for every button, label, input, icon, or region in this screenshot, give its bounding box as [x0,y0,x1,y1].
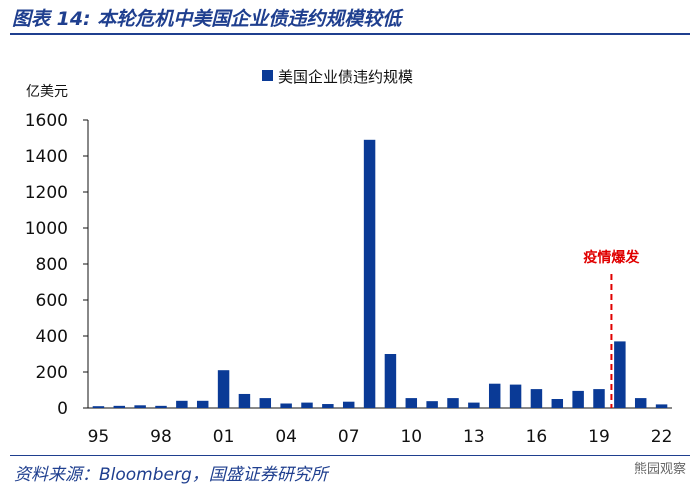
x-tick-label: 07 [338,427,360,447]
bar-00 [196,400,209,408]
y-tick-label: 1000 [25,219,68,239]
y-tick-label: 1400 [25,147,68,167]
bar-02 [238,393,251,408]
x-tick-label: 04 [275,427,297,447]
figure-title: 图表 14: 本轮危机中美国企业债违约规模较低 [12,8,402,30]
x-tick-label: 95 [88,427,110,447]
y-tick-label: 0 [57,399,68,419]
bar-11 [426,401,438,408]
bar-14 [488,383,501,408]
bar-22 [655,404,668,408]
bar-97 [134,405,146,408]
legend-label: 美国企业债违约规模 [278,68,413,86]
title-rule [10,33,690,35]
x-tick-label: 98 [150,427,172,447]
bar-04 [280,403,292,408]
bar-chart: 0 200 400 600 800 1000 1200 1400 1600 95 98 01 04 07… [25,68,673,447]
x-tick-label: 16 [526,427,548,447]
bar-95 [92,406,105,408]
bar-01 [217,370,230,408]
bar-09 [384,354,397,408]
bar-10 [405,398,418,408]
watermark: 熊园观察 [633,462,686,477]
bar-12 [447,398,459,408]
source-note: 资料来源：Bloomberg，国盛证券研究所 [14,465,328,485]
bar-98 [155,405,167,408]
x-tick-label: 22 [651,427,673,447]
x-tick-label: 19 [588,427,610,447]
y-tick-label: 200 [36,363,68,383]
x-tick-label: 13 [463,427,485,447]
legend-swatch [262,70,273,81]
bar-07 [342,401,355,408]
bar-16 [530,389,543,408]
bar-18 [572,390,584,408]
y-unit-label: 亿美元 [26,84,68,100]
bar-19 [593,389,605,408]
y-tick-label: 600 [36,291,68,311]
y-tick-label: 1600 [25,111,68,131]
bar-99 [176,400,188,408]
y-tick-label: 800 [36,255,68,275]
y-tick-label: 1200 [25,183,68,203]
x-tick-label: 10 [400,427,422,447]
bar-17 [551,399,564,408]
source-rule [10,455,690,456]
bar-13 [468,402,480,408]
bar-03 [259,398,272,408]
bar-05 [301,402,313,408]
annotation-label: 疫情爆发 [583,249,640,266]
bar-08 [363,139,376,409]
bar-21 [634,398,647,408]
x-tick-label: 01 [213,427,235,447]
bar-96 [113,405,126,408]
y-tick-label: 400 [36,327,68,347]
bar-20 [614,341,626,408]
bar-15 [509,384,522,408]
bar-06 [322,404,334,408]
